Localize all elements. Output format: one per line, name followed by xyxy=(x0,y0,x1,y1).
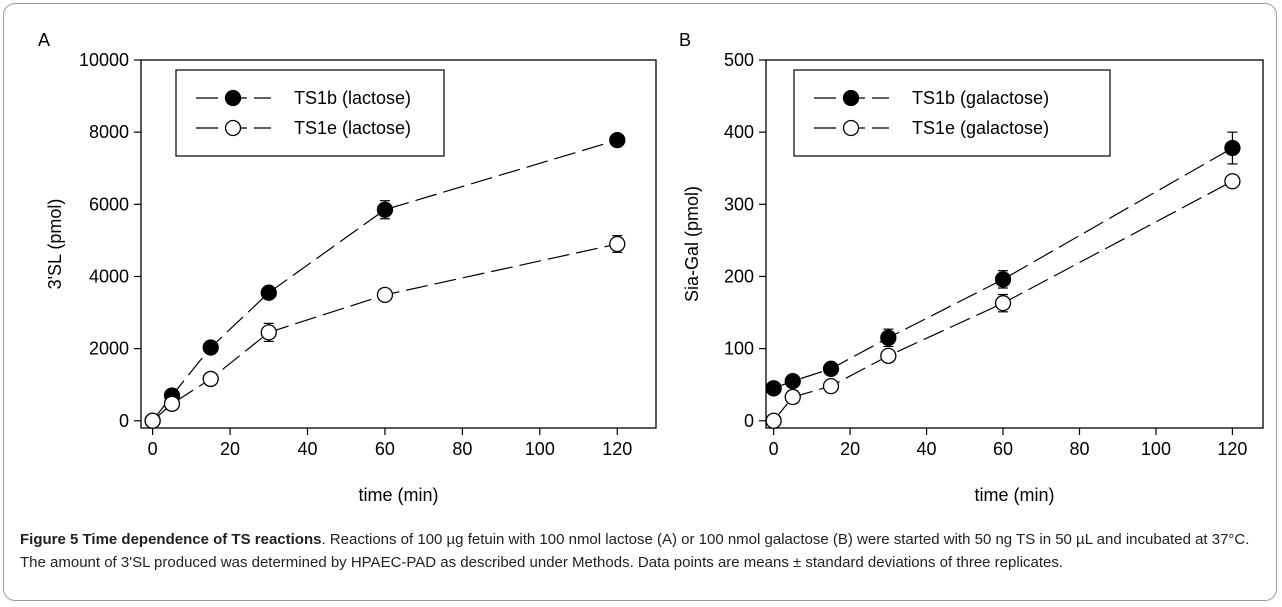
data-point xyxy=(260,324,277,341)
data-point xyxy=(765,380,782,397)
data-point xyxy=(376,201,394,218)
y-tick-label: 500 xyxy=(724,50,754,70)
data-point xyxy=(822,360,840,377)
data-point xyxy=(994,295,1012,312)
x-tick-label: 40 xyxy=(917,439,937,459)
data-point xyxy=(609,131,626,149)
plot-area-border xyxy=(140,59,657,429)
data-point xyxy=(1224,173,1241,190)
series-line-1 xyxy=(152,139,618,422)
x-tick-label: 100 xyxy=(1141,439,1171,459)
y-axis-label: 3'SL (pmol) xyxy=(45,199,65,290)
legend-marker xyxy=(842,89,860,107)
x-tick-label: 80 xyxy=(1069,439,1089,459)
y-tick-label: 8000 xyxy=(89,122,129,142)
series-line-2 xyxy=(152,243,618,422)
data-point xyxy=(765,412,782,429)
y-tick-label: 300 xyxy=(724,194,754,214)
chart-panel-a: A 0 20 40 60 80 100 120 0 2000 4000 6000 8000 10000 ti… xyxy=(38,30,657,505)
x-tick-label: 60 xyxy=(993,439,1013,459)
panel-letter: B xyxy=(679,30,691,50)
plot-area-border xyxy=(765,59,1264,429)
x-tick-label: 120 xyxy=(1217,439,1247,459)
panel-letter: A xyxy=(38,30,50,50)
y-tick-label: 4000 xyxy=(89,266,129,286)
caption-title: Figure 5 Time dependence of TS reactions xyxy=(20,531,322,548)
x-tick-label: 0 xyxy=(148,439,158,459)
y-tick-label: 2000 xyxy=(89,339,129,359)
data-point xyxy=(880,329,897,346)
x-tick-label: 0 xyxy=(769,439,779,459)
x-tick-label: 20 xyxy=(840,439,860,459)
legend-box xyxy=(175,69,445,157)
data-point xyxy=(163,395,181,412)
data-point xyxy=(260,284,277,301)
legend-box xyxy=(793,69,1111,157)
series-line-1 xyxy=(773,147,1233,389)
legend-entry: TS1b (galactose) xyxy=(912,88,1049,108)
data-point xyxy=(144,412,161,429)
y-tick-label: 10000 xyxy=(79,50,129,70)
data-point xyxy=(1224,139,1241,157)
data-point xyxy=(880,347,897,364)
y-tick-label: 0 xyxy=(119,411,129,431)
data-point xyxy=(376,286,394,304)
data-point xyxy=(202,370,219,388)
data-point xyxy=(609,235,626,253)
x-axis-label: time (min) xyxy=(359,485,439,505)
data-point xyxy=(784,388,801,406)
chart-panel-b: B 0 20 40 60 80 100 120 0 100 200 300 400 500 time (mi… xyxy=(679,30,1264,505)
legend-entry: TS1e (galactose) xyxy=(912,118,1049,138)
series-line-2 xyxy=(773,180,1233,422)
data-point xyxy=(822,377,840,395)
x-tick-label: 100 xyxy=(525,439,555,459)
y-tick-label: 100 xyxy=(724,339,754,359)
x-tick-label: 80 xyxy=(452,439,472,459)
y-tick-label: 200 xyxy=(724,266,754,286)
data-point xyxy=(784,372,801,390)
y-tick-label: 6000 xyxy=(89,194,129,214)
figure-caption: Figure 5 Time dependence of TS reactions… xyxy=(20,528,1268,574)
caption-text: . Reactions of 100 µg fetuin with 100 nm… xyxy=(20,531,1250,571)
legend-entry: TS1b (lactose) xyxy=(294,88,411,108)
x-tick-label: 120 xyxy=(602,439,632,459)
x-tick-label: 60 xyxy=(375,439,395,459)
x-tick-label: 20 xyxy=(220,439,240,459)
legend-marker xyxy=(842,119,860,137)
data-point xyxy=(994,271,1012,288)
legend-entry: TS1e (lactose) xyxy=(294,118,411,138)
legend-marker xyxy=(224,89,242,107)
x-axis-label: time (min) xyxy=(975,485,1055,505)
y-tick-label: 0 xyxy=(744,411,754,431)
legend-marker xyxy=(224,119,242,137)
y-axis-label: Sia-Gal (pmol) xyxy=(682,186,702,302)
y-tick-label: 400 xyxy=(724,122,754,142)
x-tick-label: 40 xyxy=(297,439,317,459)
data-point xyxy=(202,339,219,356)
